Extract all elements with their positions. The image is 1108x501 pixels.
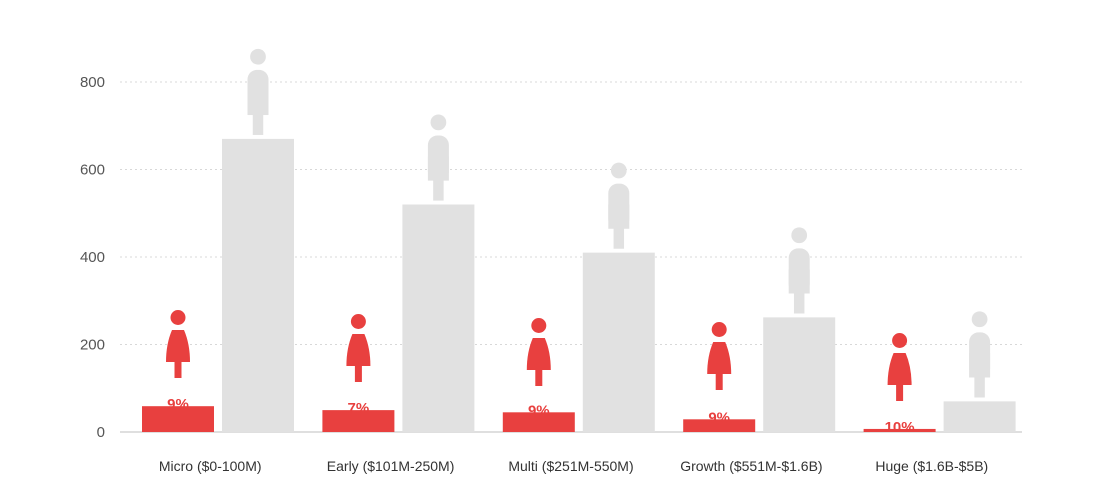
female-figure-icon xyxy=(346,314,371,382)
category-labels: Micro ($0-100M) Early ($101M-250M) Multi (… xyxy=(159,458,988,474)
male-figure-icon xyxy=(427,114,449,201)
total-bar xyxy=(222,138,294,432)
percent-label: 9% xyxy=(708,409,730,426)
total-bar xyxy=(582,252,655,432)
category-label: Growth ($551M-$1.6B) xyxy=(680,458,822,474)
male-figure-icon xyxy=(608,162,630,249)
total-bar xyxy=(943,401,1016,432)
category-label: Early ($101M-250M) xyxy=(327,458,455,474)
y-tick-label: 400 xyxy=(80,249,105,266)
bars xyxy=(142,138,1016,432)
data-labels: 9% 7% 9% 9% 10% xyxy=(167,396,914,436)
y-tick-label: 200 xyxy=(80,337,105,354)
female-figure-icon xyxy=(166,310,190,378)
total-bar xyxy=(402,204,475,432)
female-figure-icon xyxy=(707,322,732,390)
category-label: Huge ($1.6B-$5B) xyxy=(875,458,988,474)
male-figure-icon xyxy=(969,311,991,398)
category-label: Multi ($251M-550M) xyxy=(508,458,633,474)
figure-icons xyxy=(166,48,991,401)
percent-label: 9% xyxy=(528,402,550,419)
women-bar xyxy=(142,406,214,432)
women-bar xyxy=(683,419,756,432)
female-figure-icon xyxy=(887,333,912,401)
percent-label: 7% xyxy=(348,400,370,417)
y-axis-ticks: 0 200 400 600 800 xyxy=(80,74,105,441)
category-label: Micro ($0-100M) xyxy=(159,458,262,474)
y-tick-label: 800 xyxy=(80,74,105,91)
total-bar xyxy=(763,317,836,432)
y-tick-label: 600 xyxy=(80,162,105,179)
male-figure-icon xyxy=(788,227,810,314)
percent-label: 9% xyxy=(167,396,189,413)
women-bar xyxy=(322,410,395,432)
female-figure-icon xyxy=(526,318,551,386)
women-bar xyxy=(502,412,575,432)
male-figure-icon xyxy=(247,48,269,135)
women-bar xyxy=(863,428,936,432)
percent-label: 10% xyxy=(885,419,915,436)
y-tick-label: 0 xyxy=(97,424,105,441)
